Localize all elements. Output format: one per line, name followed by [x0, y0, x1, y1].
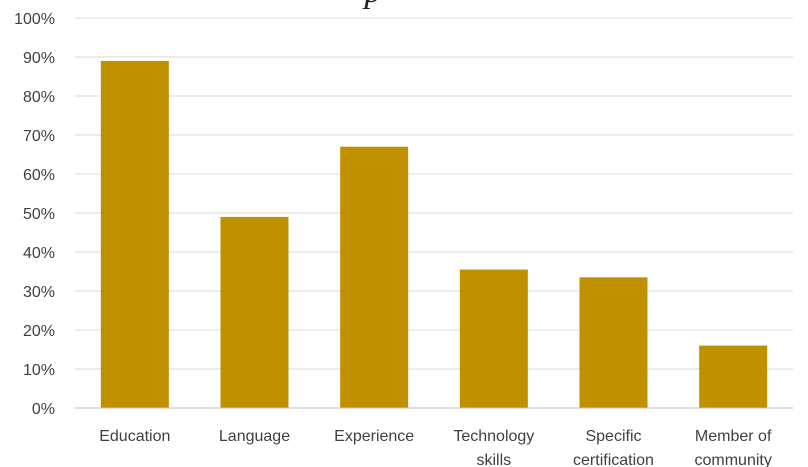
- x-category-label-line: Language: [219, 428, 290, 445]
- y-tick-label: 80%: [23, 89, 55, 106]
- bar: [459, 269, 528, 408]
- y-axis-tick-labels: 0% 10% 20% 30% 40% 50% 60% 70% 80% 90% 100%: [14, 11, 55, 418]
- gridlines: [75, 17, 793, 370]
- x-axis-category-labels: Education Language Experience Technology ski…: [99, 428, 772, 467]
- x-category-label: Member of community: [694, 428, 771, 467]
- y-tick-label: 10%: [23, 362, 55, 379]
- x-category-label: Language: [219, 428, 290, 445]
- y-tick-label: 100%: [14, 11, 55, 28]
- title-layer: p: [363, 0, 382, 10]
- x-category-label-line: Specific: [585, 428, 641, 445]
- y-tick-label: 90%: [23, 50, 55, 67]
- x-category-label: Experience: [334, 428, 414, 445]
- x-category-label-line: Experience: [334, 428, 414, 445]
- x-category-label-line: certification: [573, 452, 654, 467]
- bar: [579, 277, 648, 408]
- y-tick-label: 60%: [23, 167, 55, 184]
- y-tick-label: 40%: [23, 245, 55, 262]
- y-tick-label: 50%: [23, 206, 55, 223]
- x-category-label-line: Technology: [453, 428, 534, 445]
- x-category-label-line: skills: [476, 452, 511, 467]
- x-category-label: Specific certification: [573, 428, 654, 467]
- bar: [699, 345, 768, 408]
- y-tick-label: 0%: [32, 401, 55, 418]
- y-tick-label: 70%: [23, 128, 55, 145]
- bar: [100, 60, 169, 409]
- bars: [100, 60, 768, 409]
- x-category-label: Technology skills: [453, 428, 534, 467]
- x-category-label: Education: [99, 428, 170, 445]
- y-tick-label: 20%: [23, 323, 55, 340]
- bar: [220, 216, 289, 408]
- chart-title-fragment: p: [363, 0, 382, 10]
- bar: [340, 146, 409, 408]
- x-category-label-line: Member of: [695, 428, 772, 445]
- x-category-label-line: Education: [99, 428, 170, 445]
- x-category-label-line: community: [694, 452, 771, 467]
- y-tick-label: 30%: [23, 284, 55, 301]
